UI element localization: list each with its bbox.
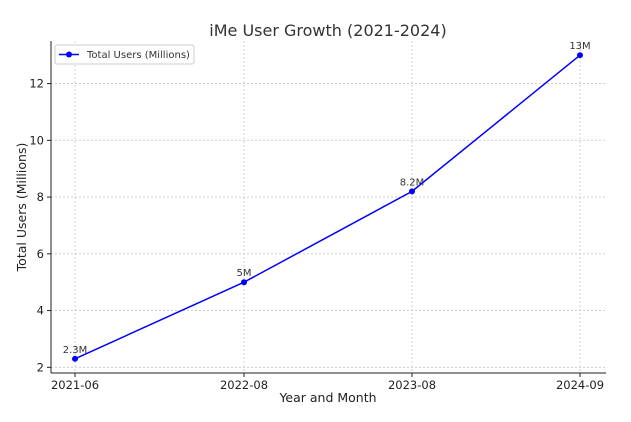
data-label: 13M <box>569 41 590 52</box>
data-point <box>577 52 583 59</box>
y-tick-label: 10 <box>29 133 44 147</box>
data-point <box>72 355 78 362</box>
y-tick-label: 4 <box>37 304 44 318</box>
legend-marker <box>66 51 72 58</box>
data-label: 2.3M <box>63 345 88 356</box>
data-point <box>241 279 247 286</box>
y-tick-label: 6 <box>37 247 44 261</box>
x-tick-label: 2022-08 <box>220 378 268 392</box>
data-point <box>409 188 415 195</box>
chart-title: iMe User Growth (2021-2024) <box>209 21 446 40</box>
y-axis-ticks: 2 4 6 8 10 12 <box>29 77 51 374</box>
y-tick-label: 2 <box>37 360 44 374</box>
x-tick-label: 2024-09 <box>556 378 604 392</box>
x-axis-ticks: 2021-06 2022-08 2023-08 2024-09 <box>51 373 604 392</box>
legend: Total Users (Millions) <box>54 44 195 65</box>
axes <box>50 41 606 374</box>
data-labels: 2.3M 5M 8.2M 13M <box>63 41 591 356</box>
x-axis-label: Year and Month <box>278 390 376 405</box>
x-tick-label: 2021-06 <box>51 378 99 392</box>
data-label: 5M <box>237 268 252 279</box>
y-tick-label: 12 <box>29 77 44 91</box>
grid <box>51 41 606 373</box>
x-tick-label: 2023-08 <box>388 378 436 392</box>
legend-box <box>54 44 195 65</box>
y-tick-label: 8 <box>37 190 44 204</box>
series-line <box>74 54 581 360</box>
series-group <box>72 52 583 362</box>
y-axis-label: Total Users (Millions) <box>14 143 29 273</box>
legend-entry: Total Users (Millions) <box>86 50 190 61</box>
data-label: 8.2M <box>400 177 425 188</box>
